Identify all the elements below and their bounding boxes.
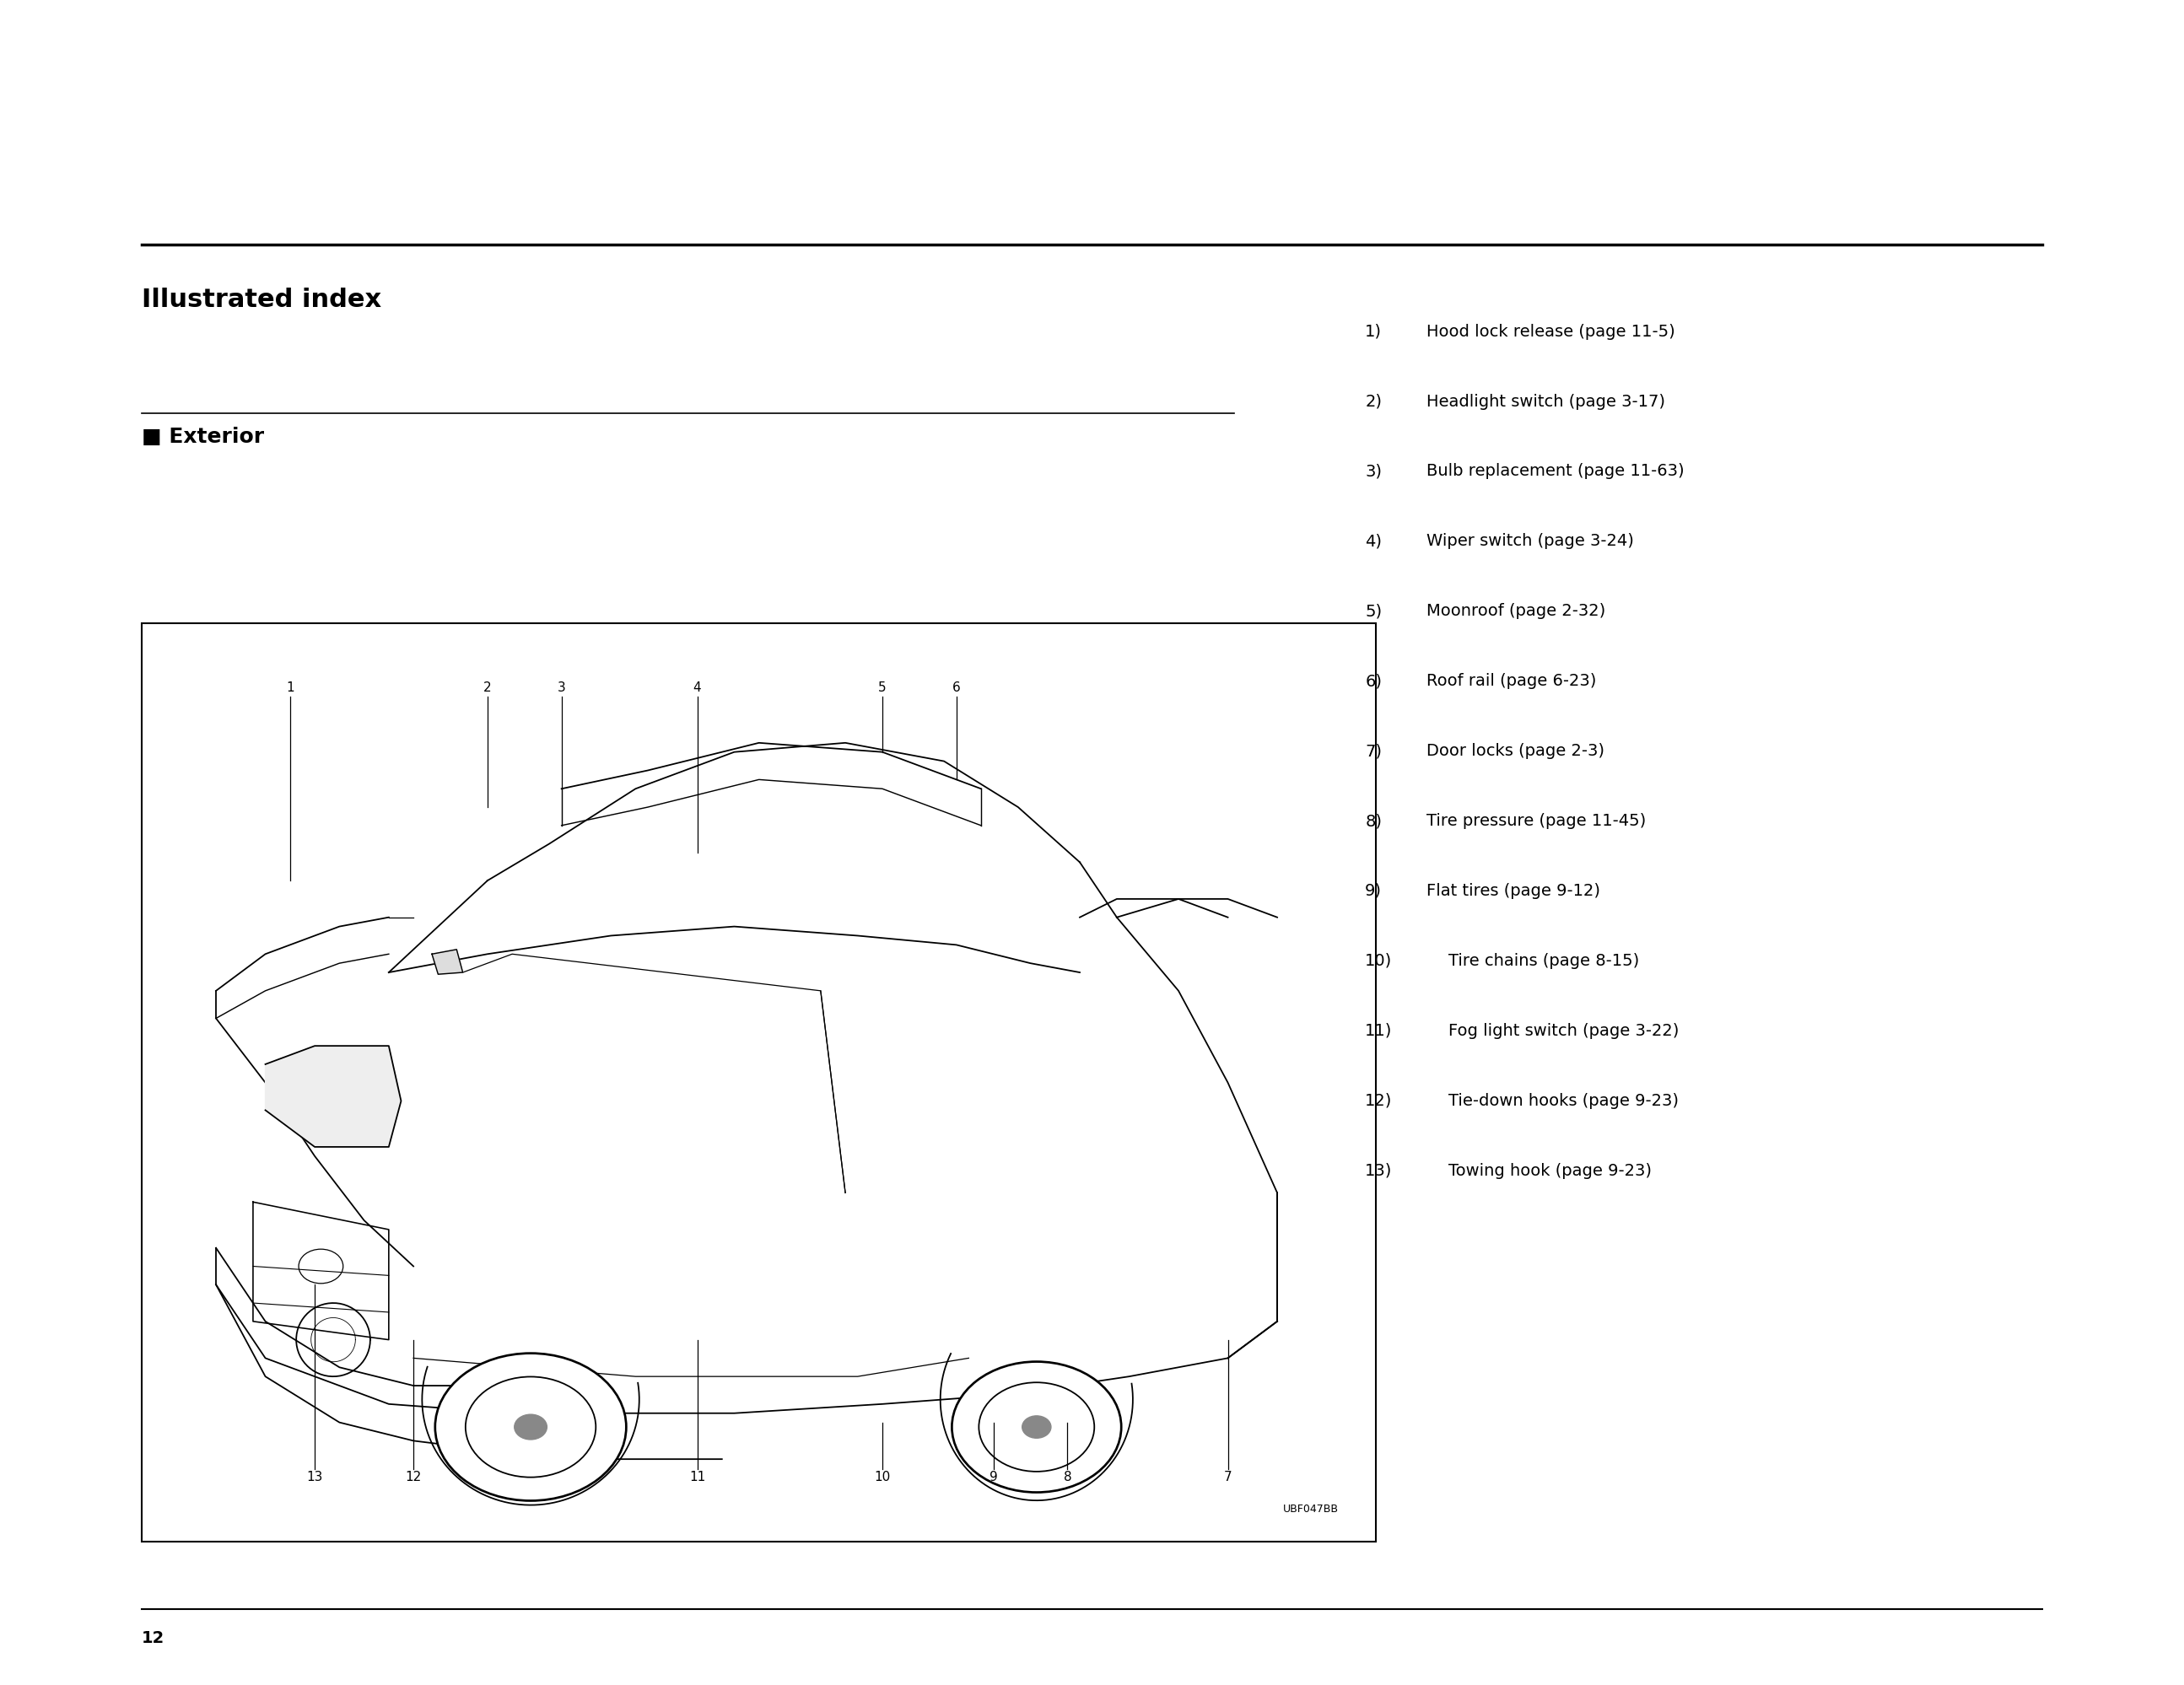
Text: 8): 8): [1365, 812, 1382, 829]
Text: 8: 8: [1064, 1471, 1072, 1484]
Text: 13): 13): [1365, 1163, 1393, 1180]
Circle shape: [435, 1353, 627, 1501]
Text: 6): 6): [1365, 672, 1382, 689]
Text: 7: 7: [1223, 1471, 1232, 1484]
Polygon shape: [264, 1046, 402, 1147]
Text: 5: 5: [878, 681, 887, 694]
Bar: [142, 623, 1376, 1542]
Text: Door locks (page 2-3): Door locks (page 2-3): [1426, 743, 1603, 760]
Text: Flat tires (page 9-12): Flat tires (page 9-12): [1426, 883, 1601, 900]
Text: 12): 12): [1365, 1092, 1393, 1109]
Text: Illustrated index: Illustrated index: [142, 286, 382, 312]
Text: 9: 9: [989, 1471, 998, 1484]
Text: Tie-down hooks (page 9-23): Tie-down hooks (page 9-23): [1448, 1092, 1677, 1109]
Text: 2: 2: [483, 681, 491, 694]
Circle shape: [952, 1361, 1120, 1493]
Text: Moonroof (page 2-32): Moonroof (page 2-32): [1426, 603, 1605, 620]
Text: UBF047BB: UBF047BB: [1284, 1503, 1339, 1515]
Text: Headlight switch (page 3-17): Headlight switch (page 3-17): [1426, 393, 1664, 409]
Text: 9): 9): [1365, 883, 1382, 900]
Text: 3): 3): [1365, 463, 1382, 480]
Text: Towing hook (page 9-23): Towing hook (page 9-23): [1448, 1163, 1651, 1180]
Text: 4): 4): [1365, 532, 1382, 549]
Text: 1): 1): [1365, 324, 1382, 340]
Text: 11): 11): [1365, 1023, 1393, 1040]
Circle shape: [515, 1414, 546, 1439]
Text: 6: 6: [952, 681, 961, 694]
Text: Fog light switch (page 3-22): Fog light switch (page 3-22): [1448, 1023, 1679, 1040]
Text: 5): 5): [1365, 603, 1382, 620]
Text: 10): 10): [1365, 952, 1391, 969]
Text: Bulb replacement (page 11-63): Bulb replacement (page 11-63): [1426, 463, 1684, 480]
Text: Wiper switch (page 3-24): Wiper switch (page 3-24): [1426, 532, 1634, 549]
Text: Roof rail (page 6-23): Roof rail (page 6-23): [1426, 672, 1597, 689]
Text: 2): 2): [1365, 393, 1382, 409]
Text: 7): 7): [1365, 743, 1382, 760]
Circle shape: [1022, 1415, 1051, 1437]
Text: ■ Exterior: ■ Exterior: [142, 426, 264, 447]
Text: 4: 4: [692, 681, 701, 694]
Text: 12: 12: [406, 1471, 422, 1484]
Text: 10: 10: [874, 1471, 891, 1484]
Text: Tire pressure (page 11-45): Tire pressure (page 11-45): [1426, 812, 1647, 829]
Text: 12: 12: [142, 1629, 166, 1646]
Text: 13: 13: [306, 1471, 323, 1484]
Text: Tire chains (page 8-15): Tire chains (page 8-15): [1448, 952, 1638, 969]
Text: Hood lock release (page 11-5): Hood lock release (page 11-5): [1426, 324, 1675, 340]
Text: 11: 11: [690, 1471, 705, 1484]
Text: 3: 3: [557, 681, 566, 694]
Text: 1: 1: [286, 681, 295, 694]
Polygon shape: [432, 949, 463, 974]
